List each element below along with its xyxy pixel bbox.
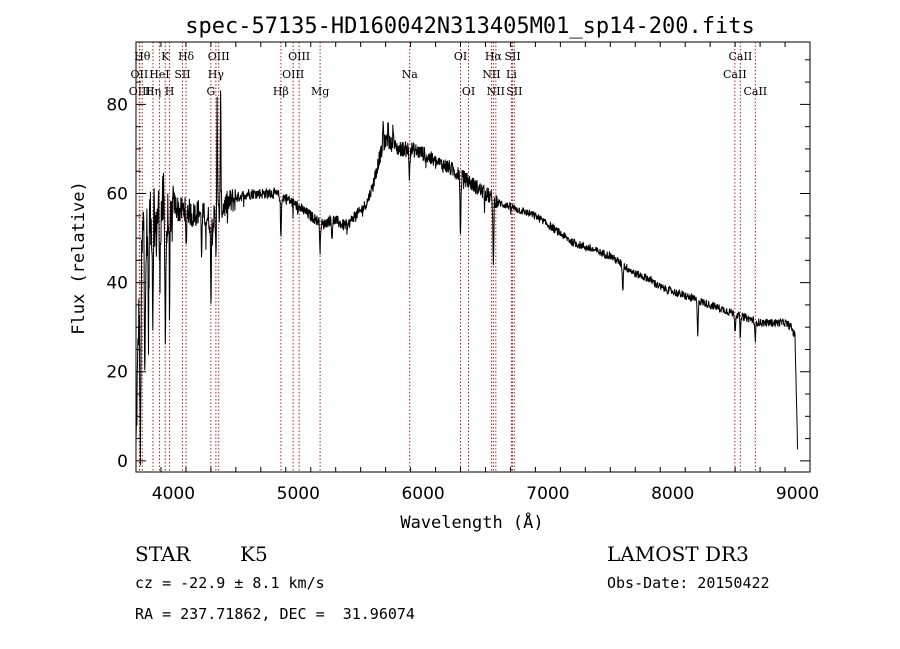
x-tick-label: 4000: [152, 484, 195, 504]
survey-name: LAMOST DR3: [607, 542, 749, 566]
x-tick-label: 7000: [526, 484, 569, 504]
object-subclass: K5: [240, 542, 268, 566]
spectral-line-label: HeI: [149, 68, 169, 81]
redshift-cz: cz = -22.9 ± 8.1 km/s: [135, 574, 325, 592]
spectral-line-label: CaII: [729, 50, 753, 63]
plot-frame: [135, 41, 811, 473]
x-axis-ticks: 4000 5000 6000 7000 8000 9000: [135, 42, 819, 504]
y-axis-ticks: 0 20 40 60 80: [106, 59, 810, 472]
spectral-line-label: Hβ: [273, 85, 289, 98]
object-class: STAR: [135, 542, 191, 566]
x-tick-label: 5000: [277, 484, 320, 504]
x-tick-label: 8000: [651, 484, 694, 504]
spectral-line-labels: Hθ OII OIII K HeI Hη H Hδ SII OIII Hγ G OIII OIII Hβ Mg…: [129, 50, 767, 98]
ra-dec-coordinates: RA = 237.71862, DEC = 31.96074: [135, 605, 415, 623]
spectral-line-label: Hη: [145, 85, 161, 98]
spectral-line-label: OIII: [288, 50, 310, 63]
spectrum-line: [135, 90, 798, 466]
x-tick-label: 9000: [776, 484, 819, 504]
spectral-line-label: Hα: [485, 50, 503, 63]
y-tick-label: 40: [106, 274, 128, 294]
x-tick-label: 6000: [401, 484, 444, 504]
spectral-line-label: Hθ: [134, 50, 151, 63]
spectral-line-label: K: [161, 50, 170, 63]
x-axis-label: Wavelength (Å): [400, 511, 543, 533]
spectral-line-label: OIII: [129, 85, 151, 98]
spectral-line-label: Mg: [311, 85, 329, 98]
spectral-line-label: OII: [131, 68, 149, 81]
spectral-line-label: OIII: [282, 68, 304, 81]
spectral-line-label: SII: [504, 50, 520, 63]
spectral-line-label: OI: [462, 85, 475, 98]
spectral-line-label: Na: [402, 68, 419, 81]
y-tick-label: 80: [106, 95, 128, 115]
spectral-line-markers: [138, 42, 756, 472]
spectral-line-label: SII: [174, 68, 190, 81]
spectral-line-label: NII: [487, 85, 505, 98]
y-tick-label: 60: [106, 185, 128, 205]
spectral-line-label: OIII: [208, 50, 230, 63]
spectral-line-label: OI: [454, 50, 467, 63]
chart-title: spec-57135-HD160042N313405M01_sp14-200.f…: [185, 14, 755, 39]
spectral-line-label: NII: [482, 68, 500, 81]
y-tick-label: 0: [117, 452, 128, 472]
spectral-line-label: CaII: [723, 68, 747, 81]
spectral-line-label: Li: [506, 68, 517, 81]
spectral-line-label: CaII: [743, 85, 767, 98]
y-axis-label: Flux (relative): [69, 181, 89, 335]
y-tick-label: 20: [106, 363, 128, 383]
spectral-line-label: G: [206, 85, 215, 98]
spectral-line-label: SII: [506, 85, 522, 98]
spectral-line-label: H: [165, 85, 175, 98]
spectral-line-label: Hδ: [178, 50, 195, 63]
spectral-line-label: Hγ: [208, 68, 225, 81]
observation-date: Obs-Date: 20150422: [607, 574, 770, 592]
